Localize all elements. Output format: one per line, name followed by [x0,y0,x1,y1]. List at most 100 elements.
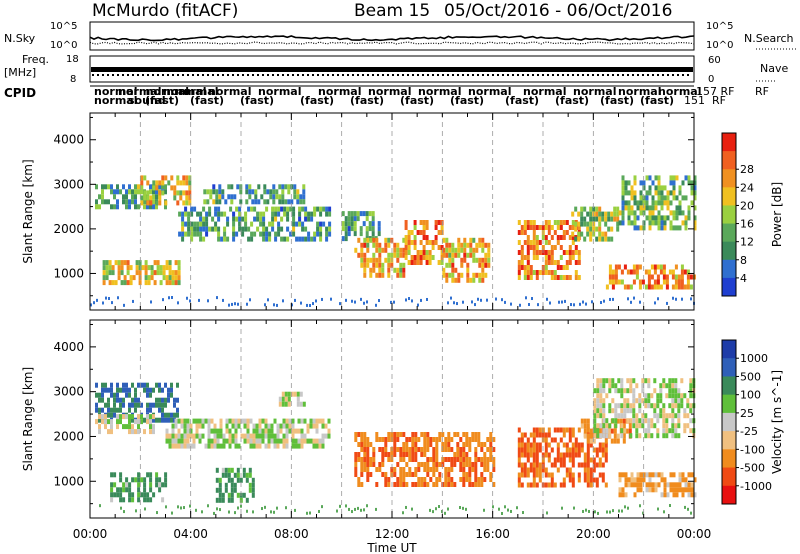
echo-cell [165,265,169,271]
nave-point [572,74,574,76]
echo-cell [402,482,406,487]
echo-cell [372,457,376,462]
echo-cell [453,452,457,457]
echo-cell [217,206,221,212]
echo-cell [432,482,436,487]
echo-cell [474,477,478,482]
echo-cell [162,275,166,281]
echo-cell [95,419,98,425]
echo-cell [101,184,104,190]
echo-cell [654,487,658,493]
noise-cell [483,508,485,512]
echo-cell [420,452,424,457]
echo-cell [288,418,292,424]
echo-cell [143,492,147,498]
echo-cell [240,433,244,439]
echo-cell [604,236,608,242]
echo-cell [440,260,444,265]
echo-cell [375,272,379,278]
echo-cell [529,462,533,468]
echo-cell [577,477,581,483]
echo-cell [544,467,548,473]
echo-cell [407,260,411,265]
echo-cell [119,387,122,393]
echo-cell [425,260,429,265]
echo-cell [459,447,463,452]
echo-cell [428,250,432,255]
echo-cell [128,204,131,210]
noise-cell [573,303,575,307]
echo-cell [95,382,98,388]
echo-cell [259,221,263,227]
echo-cell [523,270,527,275]
echo-cell [571,220,575,225]
noise-cell [609,510,611,514]
echo-cell [465,432,469,437]
echo-cell [538,477,542,483]
echo-cell [438,432,442,437]
noise-cell [549,301,551,305]
echo-cell [404,235,408,240]
echo-cell [678,472,682,478]
colorbar-tick-label: 16 [740,218,754,231]
echo-cell [224,487,228,493]
echo-cell [604,482,608,488]
echo-cell [143,387,146,393]
echo-cell [620,423,624,429]
echo-cell [328,206,332,212]
noise-cell [546,297,548,301]
echo-cell [405,482,409,487]
echo-cell [183,443,187,449]
echo-cell [122,194,125,200]
echo-cell [234,423,238,429]
noise-cell [453,301,455,305]
echo-cell [119,189,122,195]
echo-cell [520,245,524,250]
echo-cell [107,429,110,435]
echo-cell [134,184,137,190]
echo-cell [165,433,169,439]
nave-point [632,74,634,76]
echo-cell [399,252,403,258]
cpid-tail-lower: 151 [684,94,705,107]
echo-cell [414,442,418,447]
echo-cell [179,190,183,196]
echo-cell [180,433,184,439]
echo-cell [304,226,308,232]
echo-cell [632,279,636,285]
echo-cell [296,199,300,205]
echo-cell [375,482,379,487]
echo-cell [662,264,666,270]
echo-cell [672,210,676,216]
echo-cell [161,175,165,181]
echo-cell [128,407,131,413]
echo-cell [429,437,433,442]
echo-cell [648,477,652,483]
echo-cell [143,190,147,196]
echo-cell [535,250,539,255]
freq-strip: Freq. [MHz] 18 8 60 0 Nave [4,53,788,85]
echo-cell [618,210,622,216]
echo-cell [381,462,385,467]
echo-cell [605,284,609,290]
echo-cell [628,423,632,429]
nave-point [662,74,664,76]
echo-cell [559,482,563,488]
echo-cell [568,432,572,438]
noise-cell [507,508,509,512]
echo-cell [529,275,533,280]
echo-cell [204,418,208,424]
echo-cell [593,408,597,414]
echo-cell [656,433,660,439]
nave-point [192,74,194,76]
echo-cell [299,391,303,397]
echo-cell [147,280,151,286]
echo-cell [480,472,484,477]
echo-cell [523,472,527,478]
echo-cell [517,462,521,468]
echo-cell [149,200,153,206]
echo-cell [672,185,676,191]
echo-cell [568,427,572,433]
echo-cell [137,204,140,210]
